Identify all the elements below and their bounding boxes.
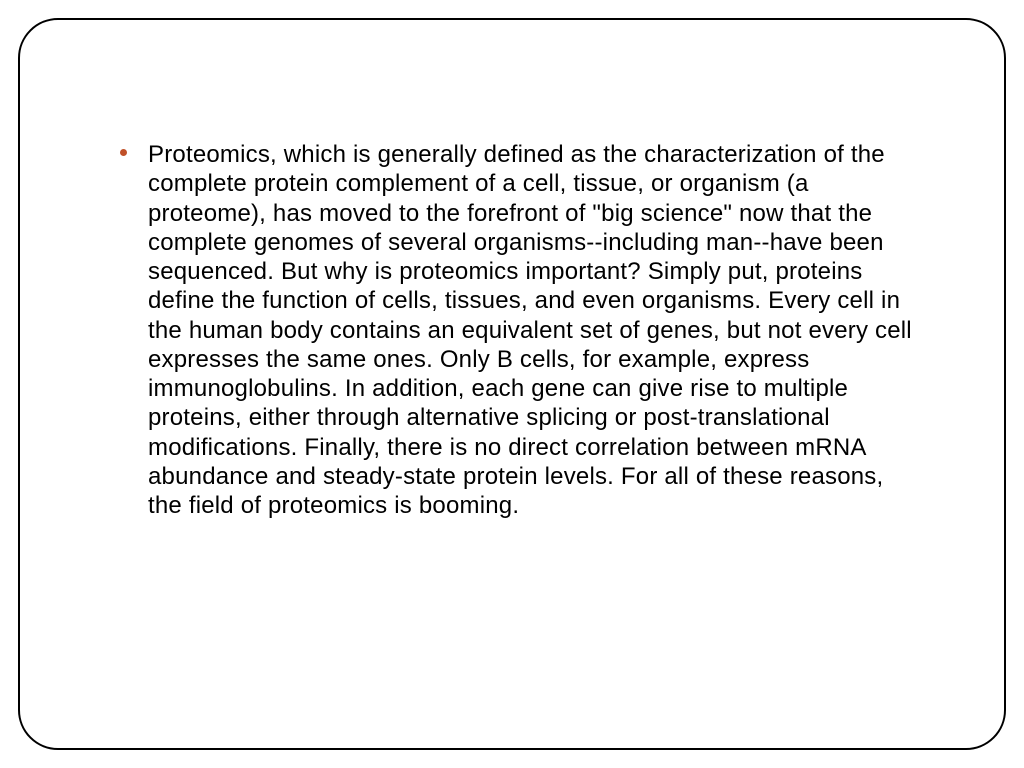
slide-frame: Proteomics, which is generally defined a… bbox=[18, 18, 1006, 750]
bullet-item: Proteomics, which is generally defined a… bbox=[120, 140, 914, 520]
bullet-text: Proteomics, which is generally defined a… bbox=[148, 140, 914, 520]
bullet-list: Proteomics, which is generally defined a… bbox=[120, 140, 914, 520]
bullet-marker-icon bbox=[120, 149, 127, 156]
